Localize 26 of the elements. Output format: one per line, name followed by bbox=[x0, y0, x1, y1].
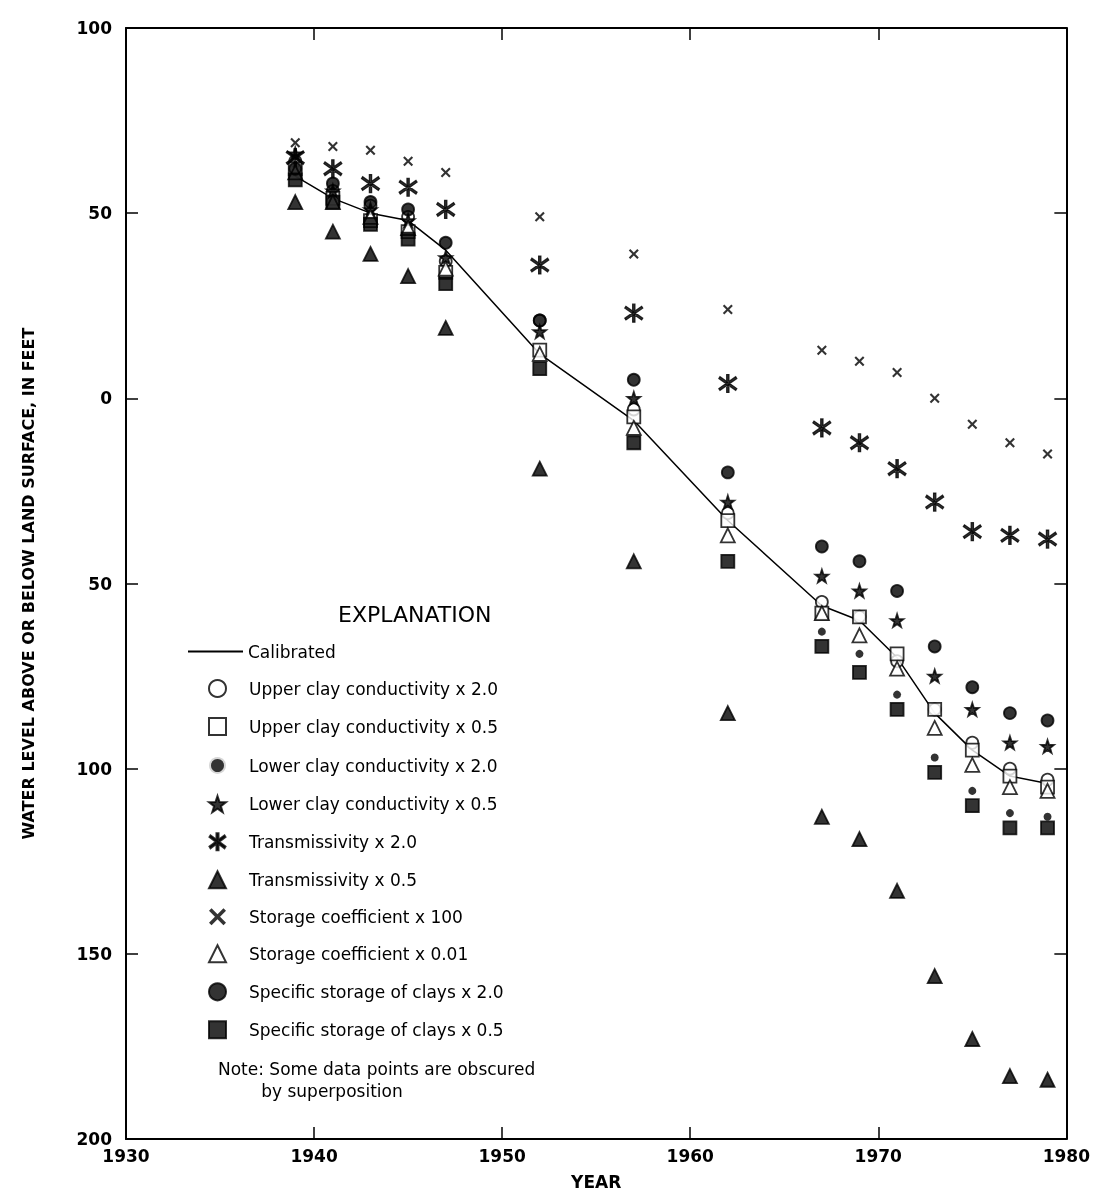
legend-label: Storage coefficient x 100 bbox=[249, 906, 463, 927]
y-tick-label: 50 bbox=[88, 573, 113, 594]
x-tick-label: 1970 bbox=[854, 1145, 903, 1166]
legend-label: Lower clay conductivity x 2.0 bbox=[249, 755, 498, 776]
legend-label: Specific storage of clays x 2.0 bbox=[249, 981, 504, 1002]
x-tick-label: 1960 bbox=[666, 1145, 715, 1166]
legend-label: Storage coefficient x 0.01 bbox=[249, 943, 469, 964]
legend-label: Calibrated bbox=[248, 641, 336, 662]
legend-label: Transmissivity x 2.0 bbox=[248, 831, 418, 852]
y-axis-title: WATER LEVEL ABOVE OR BELOW LAND SURFACE, IN FEET bbox=[18, 327, 38, 840]
legend-title: EXPLANATION bbox=[338, 601, 492, 627]
legend-label: Transmissivity x 0.5 bbox=[248, 869, 418, 890]
legend-label: Specific storage of clays x 0.5 bbox=[249, 1019, 504, 1040]
x-axis-title: YEAR bbox=[570, 1171, 622, 1192]
x-tick-label: 1980 bbox=[1042, 1145, 1091, 1166]
x-tick-label: 1940 bbox=[290, 1145, 338, 1166]
legend-label: Lower clay conductivity x 0.5 bbox=[249, 794, 498, 815]
legend-label: Upper clay conductivity x 2.0 bbox=[249, 678, 499, 699]
y-tick-label: 50 bbox=[88, 203, 113, 224]
y-tick-label: 100 bbox=[76, 758, 113, 779]
annotation: Note: Some data points are obscured by superposition bbox=[218, 1059, 536, 1101]
y-tick-label: 150 bbox=[76, 943, 113, 964]
legend-label: Upper clay conductivity x 0.5 bbox=[249, 716, 499, 737]
y-tick-label: 0 bbox=[100, 388, 113, 409]
x-tick-label: 1950 bbox=[478, 1145, 526, 1166]
y-tick-label: 100 bbox=[76, 18, 113, 38]
